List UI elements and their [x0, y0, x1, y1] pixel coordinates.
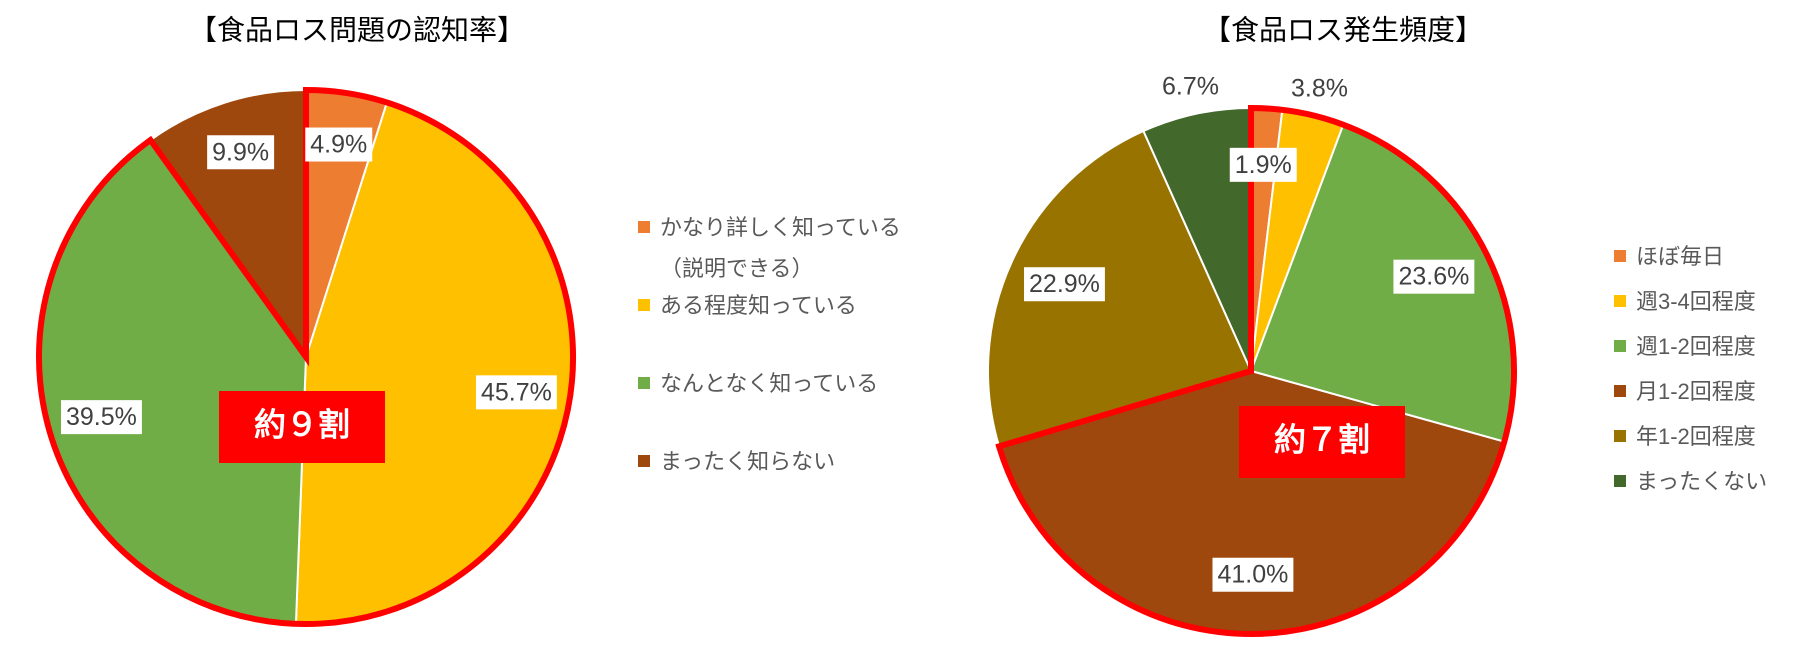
legend-item: ある程度知っている [638, 285, 960, 326]
legend-label: なんとなく知っている [660, 371, 879, 396]
legend-swatch [1614, 250, 1626, 262]
legend-label: ある程度知っている [660, 293, 857, 318]
data-label-group: 3.8% [1291, 75, 1348, 103]
data-label-box [1393, 259, 1475, 294]
data-label: 41.0% [1217, 561, 1288, 589]
data-label-box [207, 135, 275, 170]
legend-swatch [1614, 475, 1626, 487]
legend-label: まったく知らない [660, 449, 836, 474]
data-label-group: 23.6% [1393, 259, 1475, 294]
legend-swatch [1614, 340, 1626, 352]
data-label: 39.5% [66, 403, 137, 431]
data-label-box [1212, 557, 1294, 592]
legend-item: 週1-2回程度 [1614, 326, 1799, 367]
data-label: 22.9% [1029, 270, 1100, 298]
data-label: 6.7% [1162, 73, 1219, 101]
legend-swatch [638, 221, 650, 233]
legend-label: ほぼ毎日 [1636, 244, 1725, 269]
annotation: 約９割 [219, 391, 385, 463]
annotation-box [219, 391, 385, 463]
legend-item: ほぼ毎日 [1614, 236, 1799, 277]
legend-swatch [638, 455, 650, 467]
highlight-outline [36, 86, 576, 627]
annotation-text: 約９割 [254, 406, 350, 442]
data-label-group: 1.9% [1229, 147, 1297, 182]
pie-slice [987, 129, 1253, 448]
legend-swatch [638, 377, 650, 389]
data-label-box [61, 400, 142, 435]
legend-item: 年1-2回程度 [1614, 416, 1799, 457]
data-label-group: 9.9% [207, 135, 275, 170]
data-label: 45.7% [481, 378, 552, 406]
legend-item: 週3-4回程度 [1614, 281, 1799, 322]
legend-label: 月1-2回程度 [1636, 379, 1756, 404]
legend-item: 月1-2回程度 [1614, 371, 1799, 412]
legend-swatch [638, 299, 650, 311]
annotation-box [1239, 406, 1405, 478]
legend-swatch [1614, 295, 1626, 307]
data-label-group: 6.7% [1162, 73, 1219, 101]
data-label: 23.6% [1398, 263, 1469, 291]
annotation-text: 約７割 [1274, 421, 1370, 457]
legend-swatch [1614, 430, 1626, 442]
legend-item: なんとなく知っている [638, 363, 960, 404]
legend-label: まったくない [1636, 469, 1768, 494]
data-label: 3.8% [1291, 75, 1348, 103]
data-label-group: 41.0% [1212, 557, 1294, 592]
legend-item: まったくない [1614, 461, 1799, 502]
legend-label: 年1-2回程度 [1636, 424, 1756, 449]
legend-item: まったく知らない [638, 441, 960, 482]
legend-label: 週1-2回程度 [1636, 334, 1756, 359]
data-label-group: 22.9% [1024, 267, 1105, 302]
data-label-group: 45.7% [475, 375, 557, 410]
chart-title: 【食品ロス問題の認知率】 [189, 14, 525, 45]
data-label-group: 4.9% [305, 127, 373, 162]
data-label-box [305, 127, 373, 162]
data-label: 4.9% [310, 131, 367, 159]
highlight-outline [995, 104, 1517, 637]
data-label-box [1229, 147, 1297, 182]
chart-title: 【食品ロス発生頻度】 [1203, 14, 1483, 45]
annotation: 約７割 [1239, 406, 1405, 478]
legend-label: かなり詳しく知っている （説明できる） [660, 215, 901, 281]
legend-item: かなり詳しく知っている （説明できる） [638, 207, 960, 289]
legend-swatch [1614, 385, 1626, 397]
data-label: 9.9% [212, 138, 269, 166]
legend-label: 週3-4回程度 [1636, 289, 1756, 314]
data-label-box [1024, 267, 1105, 302]
data-label-group: 39.5% [61, 400, 142, 435]
data-label-box [475, 375, 557, 410]
data-label: 1.9% [1235, 151, 1292, 179]
